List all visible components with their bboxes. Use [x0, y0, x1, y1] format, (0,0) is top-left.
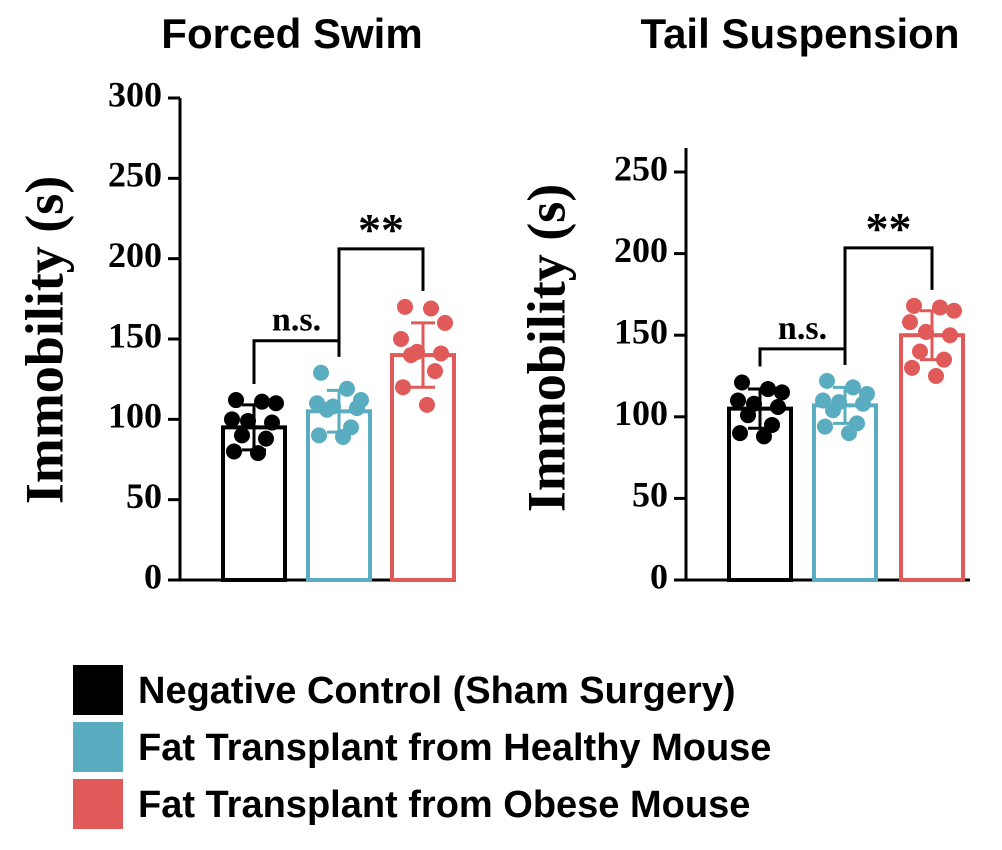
data-point: [756, 428, 772, 445]
data-point: [339, 380, 355, 397]
data-point: [403, 347, 419, 364]
significance-label: **: [866, 203, 912, 254]
data-point: [395, 379, 411, 396]
legend: Negative Control (Sham Surgery) Fat Trans…: [73, 665, 771, 829]
data-point: [841, 425, 857, 442]
data-point: [942, 327, 958, 344]
y-tick-label: 50: [632, 475, 668, 515]
data-point: [258, 430, 274, 447]
chart-title: Forced Swim: [161, 10, 422, 57]
data-point: [932, 299, 948, 316]
data-point: [732, 425, 748, 442]
significance-bracket: [337, 247, 425, 357]
data-point: [904, 359, 920, 376]
y-axis-label: Immobility (s): [14, 176, 74, 504]
y-tick-label: 100: [614, 393, 668, 433]
data-point: [254, 393, 270, 410]
y-tick-label: 150: [614, 311, 668, 351]
legend-swatch: [73, 722, 123, 772]
data-point: [774, 384, 790, 401]
data-point: [760, 381, 776, 398]
y-tick-label: 250: [614, 148, 668, 188]
y-tick-label: 150: [108, 315, 162, 355]
data-point: [335, 429, 351, 446]
chart-title: Tail Suspension: [641, 10, 960, 57]
data-point: [423, 300, 439, 317]
tail-suspension-chart: Tail Suspension Immobility (s) 0 50 100 150 20…: [516, 10, 970, 596]
y-tick-label: 0: [144, 556, 162, 596]
significance-label: n.s.: [778, 310, 827, 347]
data-point: [936, 351, 952, 368]
data-point: [825, 402, 841, 419]
data-point: [433, 345, 449, 362]
data-point: [397, 298, 413, 315]
significance-bracket: [843, 246, 934, 365]
significance-label: n.s.: [272, 302, 321, 339]
data-point: [815, 392, 831, 409]
forced-swim-chart: Forced Swim Immobility (s) 0 50 100 150 200 250…: [14, 10, 456, 596]
y-tick-label: 0: [650, 556, 668, 596]
data-point: [906, 297, 922, 314]
data-point: [928, 368, 944, 384]
significance-label: **: [358, 204, 404, 255]
y-tick-label: 300: [108, 74, 162, 114]
data-point: [264, 414, 280, 431]
legend-label: Fat Transplant from Obese Mouse: [138, 784, 750, 826]
data-point: [268, 395, 284, 412]
data-point: [349, 400, 365, 417]
legend-label: Fat Transplant from Healthy Mouse: [138, 727, 771, 769]
data-point: [437, 314, 453, 331]
data-point: [819, 372, 835, 389]
data-point: [918, 323, 934, 340]
y-tick-label: 200: [614, 230, 668, 270]
data-point: [855, 395, 871, 412]
y-tick-label: 250: [108, 155, 162, 195]
data-point: [224, 411, 240, 428]
data-point: [427, 363, 443, 380]
data-point: [770, 399, 786, 416]
data-point: [313, 364, 329, 381]
data-point: [740, 407, 756, 424]
data-point: [764, 416, 780, 433]
data-point: [226, 443, 242, 460]
y-axis-label: Immobility (s): [516, 184, 576, 512]
data-point: [311, 427, 327, 444]
legend-swatch: [73, 665, 123, 715]
y-tick-label: 100: [108, 396, 162, 436]
data-point: [419, 396, 435, 413]
legend-label: Negative Control (Sham Surgery): [138, 670, 736, 712]
data-point: [946, 302, 962, 319]
data-point: [902, 314, 918, 331]
data-point: [234, 427, 250, 444]
data-point: [817, 418, 833, 435]
data-point: [393, 331, 409, 347]
data-point: [912, 343, 928, 360]
y-tick-label: 200: [108, 235, 162, 275]
data-point: [734, 374, 750, 391]
data-point: [228, 392, 244, 409]
data-point: [730, 392, 746, 409]
data-point: [319, 401, 335, 418]
significance-bracket: [758, 347, 847, 367]
data-point: [240, 412, 256, 429]
legend-swatch: [73, 779, 123, 829]
data-point: [845, 379, 861, 396]
y-tick-label: 50: [126, 476, 162, 516]
data-point: [250, 445, 266, 462]
